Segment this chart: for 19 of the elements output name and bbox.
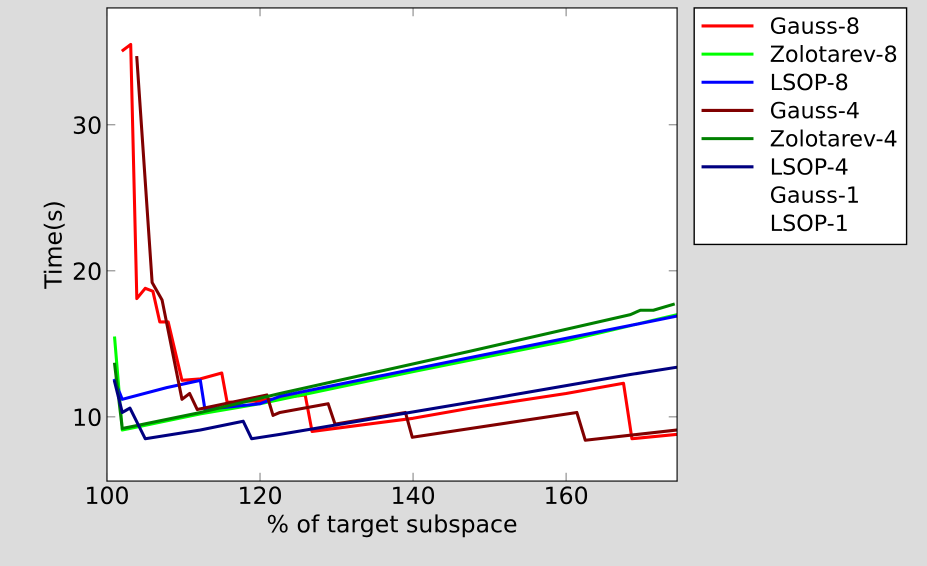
text: Gauss-1 <box>770 186 858 204</box>
legend-label: Zolotarev-4 <box>770 130 896 147</box>
x-tick-label: 120 <box>240 486 281 504</box>
line-series <box>113 366 678 440</box>
y-axis-title: Time(s) <box>44 202 65 289</box>
x-tick-label: 140 <box>393 486 434 504</box>
x-tick-label: 100 <box>87 486 128 504</box>
y-tick-label: 30 <box>74 116 101 134</box>
y-tick-label: 20 <box>74 262 101 280</box>
y-tick-label: 10 <box>74 408 101 426</box>
legend-label: Gauss-8 <box>770 17 858 34</box>
text: LSOP-1 <box>772 214 847 232</box>
legend-label: LSOP-8 <box>772 74 848 90</box>
legend-label: Gauss-4 <box>770 102 859 119</box>
legend-label: LSOP-4 <box>772 158 848 175</box>
legend-label: Zolotarev-8 <box>770 44 896 62</box>
line-series <box>113 314 678 412</box>
x-tick-label: 160 <box>546 486 588 504</box>
x-axis-title: % of target subspace <box>268 514 516 538</box>
